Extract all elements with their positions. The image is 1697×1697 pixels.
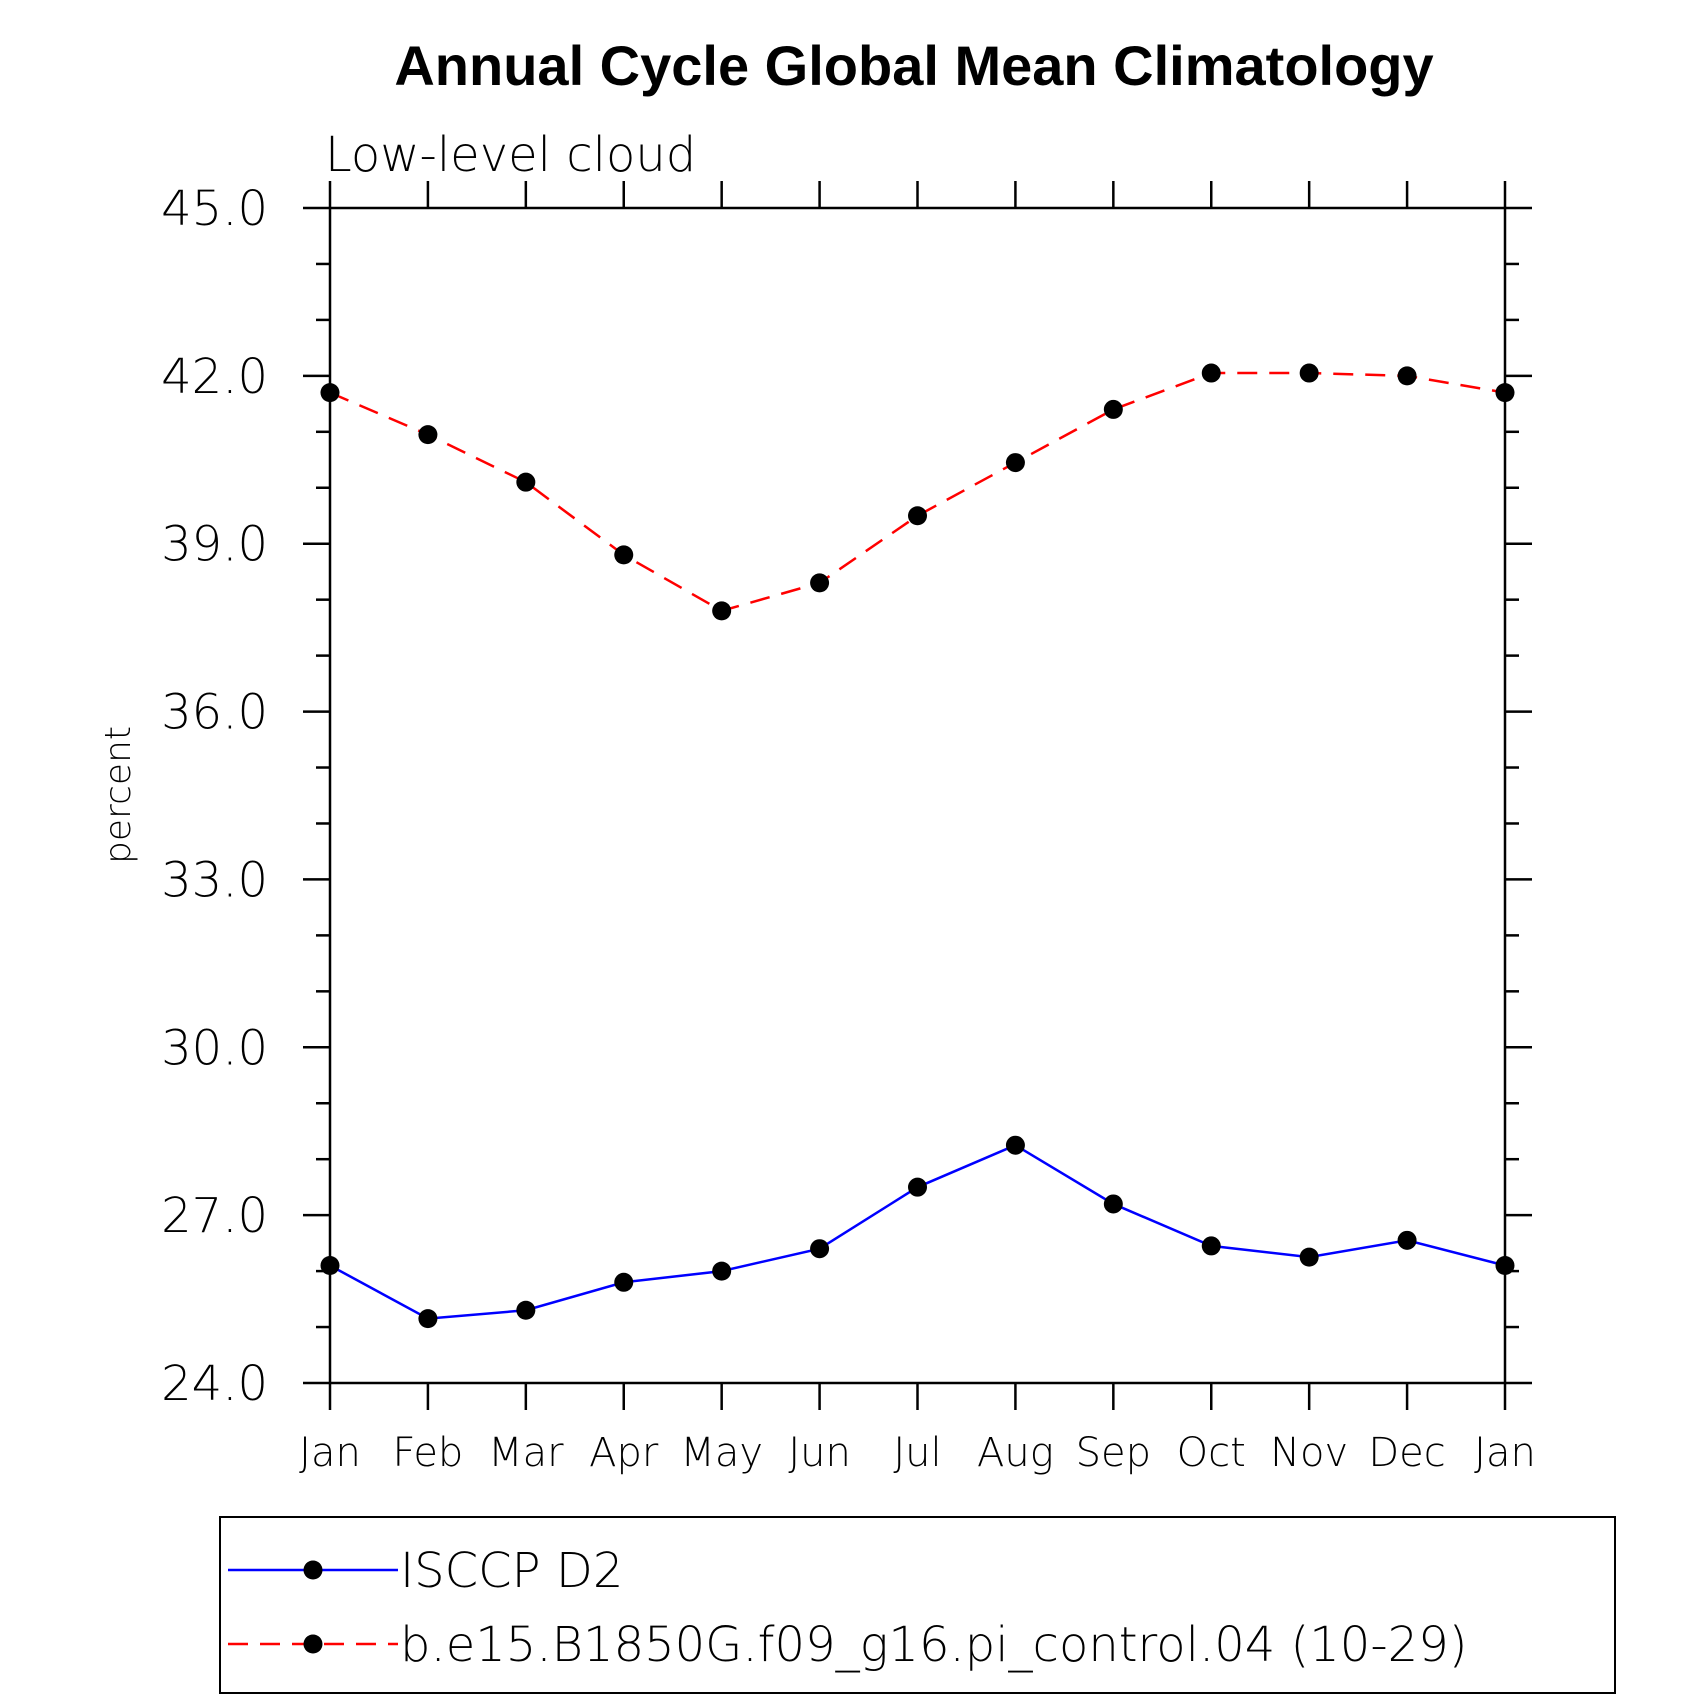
- y-tick-label: 42.0: [161, 349, 268, 405]
- data-point: [418, 425, 438, 445]
- data-point: [516, 1300, 536, 1320]
- data-point: [1005, 1135, 1025, 1155]
- x-tick-label: Jun: [788, 1430, 851, 1476]
- x-tick-label: Aug: [977, 1430, 1054, 1476]
- legend-marker: [303, 1560, 323, 1580]
- data-point: [1495, 1256, 1515, 1275]
- y-tick-label: 45.0: [161, 181, 268, 237]
- legend-label: ISCCP D2: [400, 1543, 623, 1599]
- data-point: [320, 383, 340, 403]
- data-point: [1005, 453, 1025, 473]
- y-axis-label: percent: [98, 726, 139, 864]
- data-point: [1397, 1230, 1417, 1250]
- chart-subtitle: Low-level cloud: [325, 127, 696, 183]
- data-point: [320, 1256, 340, 1275]
- data-point: [908, 1177, 927, 1197]
- x-tick-label: Sep: [1076, 1430, 1151, 1476]
- chart-title: Annual Cycle Global Mean Climatology: [394, 34, 1433, 97]
- data-point: [1397, 366, 1417, 386]
- y-tick-label: 30.0: [161, 1020, 268, 1076]
- x-tick-label: Jan: [299, 1430, 361, 1476]
- y-tick-label: 39.0: [161, 517, 268, 573]
- data-point: [418, 1309, 438, 1329]
- x-tick-label: May: [680, 1430, 763, 1476]
- x-tick-label: Jan: [1474, 1430, 1536, 1476]
- data-point: [1201, 1236, 1221, 1256]
- x-tick-label: Jul: [893, 1430, 941, 1476]
- legend-label: b.e15.B1850G.f09_g16.pi_control.04 (10-2…: [400, 1617, 1467, 1673]
- series-layer: [320, 363, 1515, 1329]
- data-point: [712, 1261, 732, 1281]
- data-point: [1299, 1247, 1319, 1267]
- legend: ISCCP D2 b.e15.B1850G.f09_g16.pi_control.…: [228, 1543, 1467, 1673]
- x-tick-label: Mar: [488, 1430, 564, 1476]
- data-point: [614, 1272, 634, 1292]
- x-tick-label: Apr: [589, 1430, 659, 1476]
- legend-marker: [303, 1634, 323, 1654]
- x-tick-label: Nov: [1270, 1430, 1348, 1476]
- data-point: [1495, 383, 1515, 403]
- y-tick-label: 36.0: [161, 685, 268, 741]
- x-tick-label: Feb: [393, 1430, 464, 1476]
- data-point: [712, 601, 732, 621]
- series-line-1: [329, 371, 1506, 613]
- legend-box: [219, 1516, 1616, 1694]
- series-line-0: [329, 1143, 1506, 1320]
- y-tick-label: 33.0: [161, 852, 268, 908]
- data-point: [908, 506, 927, 526]
- data-point: [1103, 399, 1123, 419]
- data-point: [516, 472, 536, 492]
- x-tick-label: Oct: [1177, 1430, 1246, 1476]
- x-axis: Jan Feb Mar Apr May Jun Jul Aug Sep Oct Nov Dec Jan: [299, 181, 1536, 1476]
- y-tick-label: 24.0: [161, 1356, 268, 1412]
- x-tick-label: Dec: [1368, 1430, 1445, 1476]
- data-point: [1299, 363, 1319, 383]
- data-point: [614, 545, 634, 565]
- data-point: [810, 573, 830, 593]
- y-axis: 24.0 27.0 30.0 33.0 36.0 39.0 42.0 45.0: [161, 181, 1532, 1412]
- data-point: [1201, 363, 1221, 383]
- data-point: [1103, 1194, 1123, 1214]
- data-point: [810, 1239, 830, 1259]
- plot-frame: [328, 206, 1507, 1385]
- y-tick-label: 27.0: [161, 1188, 268, 1244]
